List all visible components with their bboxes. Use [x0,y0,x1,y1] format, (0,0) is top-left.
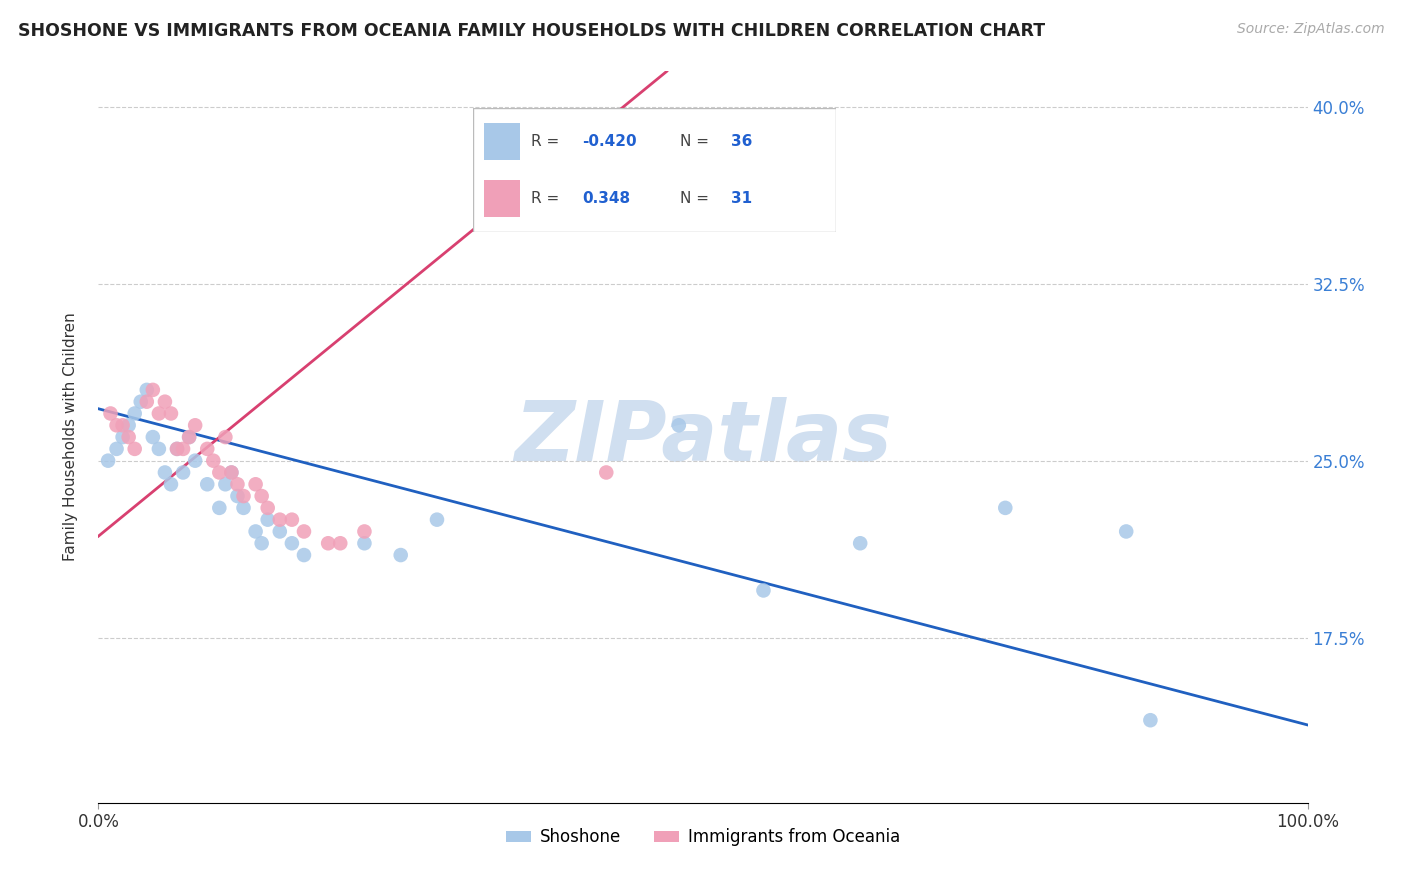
Point [668,418,690,433]
Point [129,394,152,409]
Point [595,466,617,480]
Point [250,536,273,550]
Point [389,548,412,562]
Point [1139,713,1161,727]
Point [111,430,134,444]
Point [226,477,249,491]
Point [195,442,218,456]
Point [105,418,128,433]
Point [97,453,120,467]
Point [166,442,188,456]
Point [281,536,304,550]
Point [426,513,449,527]
Point [105,442,128,456]
Point [281,513,304,527]
Legend: Shoshone, Immigrants from Oceania: Shoshone, Immigrants from Oceania [499,822,907,853]
Point [148,407,170,421]
Point [195,477,218,491]
Point [142,430,165,444]
Point [1115,524,1137,539]
Point [160,477,183,491]
Point [208,466,231,480]
Point [142,383,165,397]
Point [214,477,236,491]
Point [124,442,146,456]
Point [179,430,201,444]
Point [316,536,339,550]
Point [166,442,188,456]
Point [752,583,775,598]
Point [111,418,134,433]
Point [353,536,375,550]
Point [135,394,157,409]
Point [256,500,278,515]
Point [118,430,141,444]
Point [292,524,315,539]
Point [221,466,243,480]
Point [250,489,273,503]
Y-axis label: Family Households with Children: Family Households with Children [63,313,77,561]
Point [100,407,122,421]
Point [172,442,194,456]
Point [269,513,291,527]
Text: SHOSHONE VS IMMIGRANTS FROM OCEANIA FAMILY HOUSEHOLDS WITH CHILDREN CORRELATION : SHOSHONE VS IMMIGRANTS FROM OCEANIA FAMI… [18,22,1046,40]
Point [160,407,183,421]
Text: ZIPatlas: ZIPatlas [515,397,891,477]
Point [329,536,352,550]
Point [208,500,231,515]
Point [256,513,278,527]
Point [153,394,176,409]
Point [135,383,157,397]
Point [292,548,315,562]
Point [353,524,375,539]
Point [232,489,254,503]
Point [202,453,225,467]
Point [245,524,267,539]
Point [118,418,141,433]
Point [245,477,267,491]
Point [221,466,243,480]
Point [172,466,194,480]
Point [153,466,176,480]
Point [226,489,249,503]
Point [269,524,291,539]
Point [232,500,254,515]
Point [849,536,872,550]
Point [994,500,1017,515]
Text: Source: ZipAtlas.com: Source: ZipAtlas.com [1237,22,1385,37]
Point [179,430,201,444]
Point [124,407,146,421]
Point [148,442,170,456]
Point [184,418,207,433]
Point [184,453,207,467]
Point [214,430,236,444]
